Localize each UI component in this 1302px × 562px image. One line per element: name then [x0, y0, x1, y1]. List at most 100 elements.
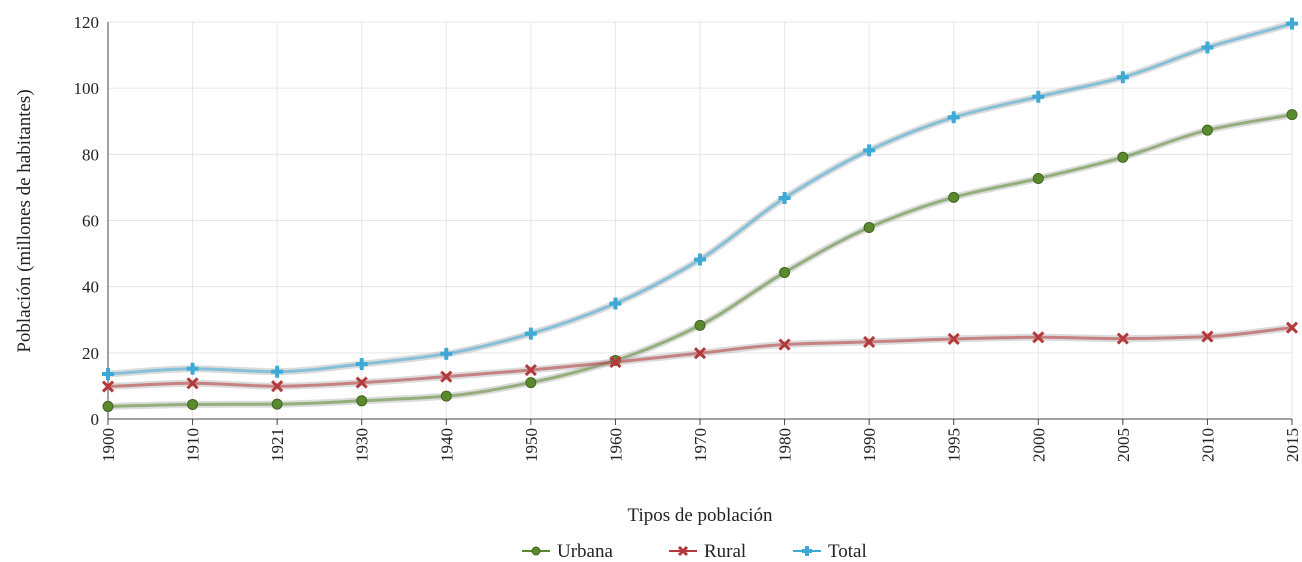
- axes: [107, 22, 1293, 425]
- point-rural-1930: [355, 376, 368, 389]
- point-urbana-1970: [694, 319, 706, 331]
- x-tick-labels: 1900 1910 1921 1930 1940 1950 1960 1970 1980 1990…: [99, 428, 1302, 462]
- point-rural-2005-stroke-b: [1116, 332, 1129, 345]
- x-tick-label-14: 2015: [1283, 428, 1302, 462]
- point-total-1930: [355, 358, 368, 371]
- point-rural-1900: [101, 380, 115, 393]
- point-urbana-1940: [440, 390, 452, 402]
- point-total-1990: [863, 144, 876, 157]
- point-rural-1990-stroke-b: [863, 335, 876, 348]
- legend-item-rural[interactable]: Rural: [669, 541, 746, 562]
- point-urbana-1980: [779, 266, 791, 278]
- point-urbana-1995: [948, 191, 960, 203]
- point-urbana-2000: [1032, 172, 1044, 184]
- y-axis-title: Población (millones de habitantes): [14, 89, 35, 352]
- point-rural-2000: [1032, 331, 1045, 344]
- legend-label-rural: Rural: [704, 541, 746, 562]
- point-rural-1930-stroke-b: [355, 376, 368, 389]
- point-rural-1995: [947, 332, 960, 345]
- point-rural-1980-stroke-b: [778, 338, 791, 351]
- x-tick-label-11: 2000: [1029, 428, 1048, 462]
- x-tick-label-9: 1990: [860, 428, 879, 462]
- point-rural-1960-stroke-b: [609, 356, 622, 369]
- point-rural-1910: [186, 377, 199, 390]
- x-tick-label-4: 1940: [437, 428, 456, 462]
- point-rural-2015: [1285, 321, 1299, 334]
- point-urbana-1900: [102, 400, 114, 412]
- point-rural-1910-stroke-b: [186, 377, 199, 390]
- y-tick-label-4: 80: [82, 145, 99, 164]
- point-total-2005: [1116, 71, 1129, 84]
- point-urbana-1910: [187, 398, 199, 410]
- point-total-1960: [609, 297, 622, 310]
- point-rural-2005: [1116, 332, 1129, 345]
- point-rural-2000-stroke-b: [1032, 331, 1045, 344]
- point-total-2010: [1201, 41, 1214, 54]
- point-urbana-2005: [1117, 151, 1129, 163]
- point-total-1910: [186, 362, 199, 375]
- point-rural-1960: [609, 356, 622, 369]
- legend-item-urbana[interactable]: Urbana: [522, 541, 613, 562]
- legend-marker-urbana: [531, 546, 541, 556]
- legend-label-urbana: Urbana: [557, 541, 613, 562]
- point-rural-1980: [778, 338, 791, 351]
- point-total-1995: [947, 111, 960, 124]
- point-rural-1921-stroke-b: [271, 380, 284, 393]
- point-urbana-2010: [1201, 124, 1213, 136]
- legend[interactable]: Urbana Rural Total: [522, 541, 867, 562]
- series-rural: [101, 321, 1299, 393]
- point-urbana-1921: [271, 398, 283, 410]
- point-total-2000: [1032, 90, 1045, 103]
- point-total-1970: [694, 253, 706, 266]
- legend-marker-total: [802, 546, 812, 556]
- point-urbana-1950: [525, 377, 537, 389]
- y-tick-label-2: 40: [82, 278, 99, 297]
- x-tick-label-13: 2010: [1198, 428, 1217, 462]
- x-tick-label-2: 1921: [268, 428, 287, 462]
- point-rural-1970-stroke-b: [693, 347, 707, 360]
- x-tick-label-10: 1995: [945, 428, 964, 462]
- y-tick-label-6: 120: [74, 13, 100, 32]
- legend-label-total: Total: [828, 541, 867, 562]
- point-rural-1900-stroke-b: [101, 380, 115, 393]
- point-urbana-2015: [1286, 109, 1298, 121]
- x-tick-label-8: 1980: [776, 428, 795, 462]
- legend-marker-rural: [677, 545, 689, 557]
- series-group: [101, 17, 1299, 412]
- point-rural-1940: [440, 370, 453, 383]
- point-total-2015: [1286, 17, 1298, 30]
- y-tick-labels: 0 20 40 60 80 100 120: [74, 13, 100, 429]
- x-tick-label-6: 1960: [606, 428, 625, 462]
- y-tick-label-0: 0: [91, 410, 100, 429]
- point-rural-1970: [693, 347, 707, 360]
- y-tick-label-5: 100: [74, 79, 100, 98]
- point-rural-1995-stroke-b: [947, 332, 960, 345]
- x-tick-label-5: 1950: [522, 428, 541, 462]
- point-rural-1990: [863, 335, 876, 348]
- point-total-1980: [778, 192, 791, 205]
- point-total-1921: [271, 365, 284, 378]
- x-tick-label-3: 1930: [353, 428, 372, 462]
- legend-marker-rural-stroke-b: [677, 545, 689, 557]
- point-rural-1940-stroke-b: [440, 370, 453, 383]
- point-total-1900: [102, 368, 114, 381]
- x-tick-label-0: 1900: [99, 428, 118, 462]
- legend-item-total[interactable]: Total: [793, 541, 867, 562]
- x-axis-title: Tipos de población: [628, 505, 773, 526]
- point-rural-2015-stroke-b: [1285, 321, 1299, 334]
- x-tick-label-7: 1970: [691, 428, 710, 462]
- point-rural-1950: [524, 363, 537, 377]
- x-tick-label-1: 1910: [184, 428, 203, 462]
- point-total-1940: [440, 347, 453, 360]
- point-total-1950: [524, 327, 537, 340]
- point-rural-1950-stroke-b: [524, 363, 537, 377]
- series-urbana: [102, 109, 1298, 412]
- x-tick-label-12: 2005: [1114, 428, 1133, 462]
- y-tick-label-1: 20: [82, 344, 99, 363]
- series-total: [102, 17, 1298, 381]
- point-rural-2010-stroke-b: [1201, 330, 1214, 343]
- point-urbana-1990: [863, 221, 875, 233]
- point-rural-1921: [271, 380, 284, 393]
- point-rural-2010: [1201, 330, 1214, 343]
